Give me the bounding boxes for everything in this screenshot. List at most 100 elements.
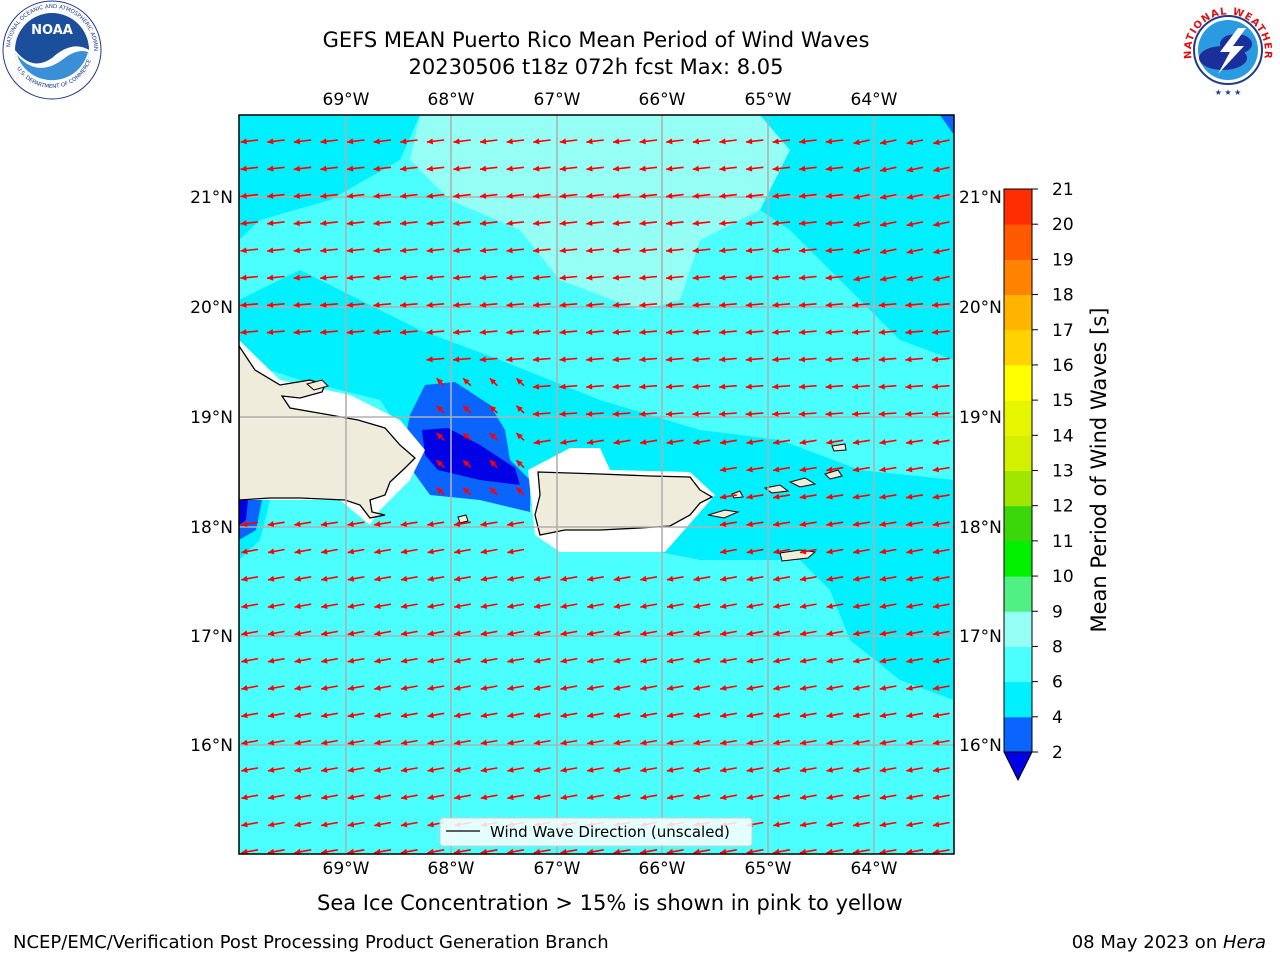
wind-arrow-head bbox=[506, 192, 513, 199]
colorbar-segment bbox=[1004, 224, 1032, 260]
wind-arrow-head bbox=[400, 848, 408, 854]
wind-arrow-head bbox=[746, 439, 753, 446]
wind-arrow-head bbox=[453, 247, 460, 254]
wind-arrow-head bbox=[507, 575, 514, 582]
wind-arrow-head bbox=[320, 220, 327, 227]
wind-arrow-head bbox=[719, 466, 727, 473]
wind-arrow-head bbox=[852, 466, 860, 473]
wind-arrow-head bbox=[640, 439, 647, 446]
wind-arrow-head bbox=[426, 138, 434, 145]
wind-arrow-head bbox=[613, 685, 621, 691]
wind-arrow-head bbox=[560, 603, 567, 610]
wind-arrow-head bbox=[745, 192, 753, 199]
wind-arrow-head bbox=[347, 848, 355, 854]
lon-labels-top: 69°W 68°W 67°W 66°W 65°W 64°W bbox=[323, 90, 898, 110]
wind-arrow-head bbox=[480, 848, 488, 854]
wind-arrow-head bbox=[773, 712, 780, 719]
wind-arrow-head bbox=[746, 766, 754, 773]
contour-darkblue-west bbox=[239, 500, 248, 525]
wind-arrow-head bbox=[294, 657, 301, 664]
colorbar-tick-label: 18 bbox=[1052, 286, 1074, 306]
wind-arrow-head bbox=[294, 712, 301, 719]
wind-arrow-head bbox=[880, 221, 887, 228]
wind-arrow-head bbox=[746, 630, 754, 637]
wind-arrow-head bbox=[906, 193, 914, 200]
wind-arrow-head bbox=[720, 685, 727, 691]
wind-arrow-head bbox=[293, 247, 300, 254]
wind-arrow-head bbox=[507, 848, 514, 854]
wind-arrow-head bbox=[666, 657, 674, 664]
wind-arrow-head bbox=[453, 165, 460, 172]
wind-arrow-head bbox=[825, 220, 832, 227]
wind-arrow-head bbox=[426, 247, 433, 254]
wind-arrow-head bbox=[320, 329, 327, 336]
wind-arrow-head bbox=[426, 220, 433, 227]
wind-arrow-head bbox=[692, 383, 699, 390]
wind-arrow-head bbox=[880, 139, 887, 146]
wind-arrow-head bbox=[613, 138, 620, 145]
wind-arrow-head bbox=[240, 329, 247, 336]
wind-arrow-head bbox=[746, 575, 754, 582]
wind-arrow-head bbox=[772, 192, 779, 199]
colorbar-tick-label: 11 bbox=[1052, 532, 1074, 552]
wind-arrow-head bbox=[612, 329, 619, 336]
wind-arrow-head bbox=[559, 410, 566, 417]
lon-label-bottom: 67°W bbox=[534, 859, 581, 879]
wind-arrow-head bbox=[692, 247, 699, 254]
wind-arrow-head bbox=[454, 766, 461, 773]
wind-arrow-head bbox=[773, 848, 780, 854]
wind-arrow-head bbox=[400, 274, 407, 281]
lon-label-top: 68°W bbox=[428, 90, 475, 110]
wind-arrow-head bbox=[826, 630, 833, 637]
wind-arrow-head bbox=[480, 794, 488, 801]
footer-credit: NCEP/EMC/Verification Post Processing Pr… bbox=[13, 932, 609, 953]
wind-arrow-head bbox=[400, 548, 408, 555]
wind-arrow-head bbox=[516, 487, 523, 494]
colorbar-tick-label: 14 bbox=[1052, 426, 1074, 446]
wind-arrow-head bbox=[346, 301, 354, 308]
wind-arrow-head bbox=[745, 301, 753, 308]
wind-arrow-head bbox=[241, 794, 248, 801]
wind-arrow-head bbox=[879, 493, 886, 500]
wind-arrow-head bbox=[746, 603, 754, 610]
wind-arrow-head bbox=[853, 685, 860, 691]
wind-arrow-head bbox=[480, 603, 488, 610]
wind-arrow-head bbox=[321, 548, 328, 555]
wind-arrow-head bbox=[933, 221, 940, 228]
wind-arrow-head bbox=[773, 439, 780, 446]
wind-arrow-head bbox=[293, 329, 300, 336]
wind-arrow-head bbox=[879, 521, 886, 527]
wind-arrow-head bbox=[347, 603, 355, 610]
wind-arrow-head bbox=[746, 739, 754, 746]
wind-arrow-head bbox=[586, 220, 593, 227]
wind-arrow-head bbox=[719, 493, 727, 500]
wind-arrow-head bbox=[666, 603, 674, 610]
wind-arrow-head bbox=[745, 247, 753, 254]
wind-arrow-head bbox=[346, 329, 353, 336]
wind-arrow-head bbox=[533, 685, 541, 691]
wind-arrow-head bbox=[798, 410, 806, 417]
wind-arrow-head bbox=[906, 657, 913, 664]
wind-arrow-head bbox=[241, 766, 248, 773]
colorbar-segment bbox=[1004, 364, 1032, 401]
wind-arrow-head bbox=[533, 766, 541, 773]
wind-arrow-head bbox=[347, 685, 355, 691]
wind-arrow-head bbox=[427, 548, 434, 555]
wind-arrow-head bbox=[853, 221, 860, 228]
wind-arrow-head bbox=[241, 739, 248, 746]
wind-arrow-head bbox=[533, 220, 540, 227]
wind-arrow-head bbox=[436, 432, 443, 440]
wind-arrow-head bbox=[400, 794, 408, 801]
wind-arrow-head bbox=[559, 356, 566, 363]
wind-arrow-head bbox=[293, 274, 300, 281]
wind-arrow-head bbox=[587, 766, 594, 773]
wind-arrow-head bbox=[719, 439, 727, 446]
wind-arrow-head bbox=[613, 739, 621, 746]
wind-arrow-head bbox=[640, 575, 647, 582]
wind-arrow-head bbox=[427, 821, 434, 828]
wind-arrow-head bbox=[826, 493, 833, 500]
wind-arrow-head bbox=[294, 821, 301, 828]
wind-arrow-head bbox=[533, 739, 541, 746]
colorbar-tick-label: 12 bbox=[1052, 497, 1074, 517]
colorbar-segment bbox=[1004, 540, 1032, 577]
